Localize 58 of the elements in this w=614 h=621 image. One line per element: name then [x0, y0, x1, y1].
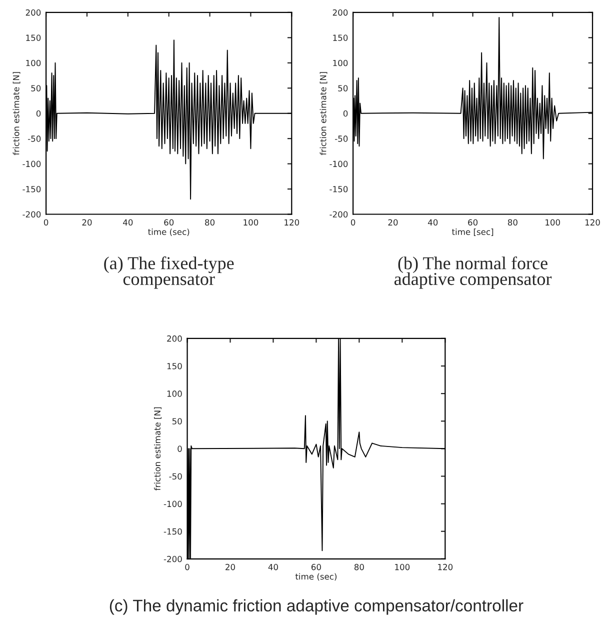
x-tick-label: 100: [395, 564, 410, 570]
x-tick-label: 60: [164, 219, 174, 226]
y-tick-label: 50: [31, 85, 41, 92]
x-tick-label: 60: [311, 564, 321, 570]
line-series: [187, 338, 446, 559]
x-tick-label: 100: [546, 219, 560, 226]
y-tick-label: 100: [26, 60, 41, 66]
x-tick-label: 0: [185, 564, 190, 570]
y-tick-label: 150: [167, 362, 182, 370]
y-tick-label: 100: [333, 60, 348, 66]
y-tick-label: -150: [164, 528, 182, 535]
text: (b) The normal force adaptive compensator: [394, 256, 552, 289]
x-tick-label: 20: [388, 219, 398, 226]
x-tick-label: 20: [226, 564, 235, 570]
x-tick-label: 0: [350, 219, 356, 226]
x-tick-label: 40: [428, 219, 438, 226]
y-tick-label: -200: [330, 211, 348, 218]
y-tick-label: 150: [26, 34, 41, 41]
y-tick-label: -100: [164, 500, 182, 508]
y-tick-label: 50: [338, 85, 348, 92]
y-tick-label: -200: [164, 556, 182, 562]
y-tick-label: 50: [172, 418, 182, 424]
x-tick-label: 120: [438, 564, 453, 570]
y-tick-label: -100: [22, 160, 41, 168]
y-tick-label: 150: [333, 34, 348, 41]
text: (c) The dynamic friction adaptive compensator/controller: [110, 599, 524, 615]
y-tick-label: 0: [343, 110, 348, 117]
y-tick-label: -50: [334, 136, 348, 142]
x-axis-title: time (sec): [148, 228, 190, 236]
y-tick-label: 200: [167, 335, 182, 342]
y-axis-title: friction estimate [N]: [320, 72, 328, 156]
y-tick-label: -150: [22, 186, 41, 192]
x-axis-title: time (sec): [295, 573, 337, 581]
y-tick-label: -200: [22, 211, 41, 218]
y-tick-label: -150: [330, 186, 348, 192]
text: (a) The fixed-type compensator: [104, 256, 234, 289]
x-tick-label: 20: [82, 219, 92, 226]
y-tick-label: 0: [178, 446, 182, 452]
x-tick-label: 80: [205, 219, 215, 226]
x-tick-label: 40: [268, 564, 278, 570]
y-tick-label: 200: [332, 9, 348, 16]
y-axis-title: friction estimate [N]: [12, 72, 20, 156]
x-tick-label: 80: [354, 564, 364, 570]
x-tick-label: 0: [44, 219, 48, 226]
x-axis-title: time [sec]: [452, 228, 494, 236]
y-tick-label: 0: [36, 110, 41, 117]
x-tick-label: 100: [244, 219, 258, 226]
y-tick-label: -100: [330, 160, 348, 168]
y-tick-label: -50: [169, 473, 182, 480]
x-tick-label: 40: [123, 219, 133, 226]
y-tick-label: 200: [26, 9, 41, 16]
y-axis-title: friction estimate [N]: [154, 407, 162, 490]
x-tick-label: 60: [468, 219, 478, 226]
y-tick-label: -50: [28, 136, 41, 142]
y-tick-label: 100: [167, 390, 182, 397]
x-tick-label: 80: [508, 219, 518, 226]
x-tick-label: 120: [284, 219, 300, 226]
x-tick-label: 120: [585, 219, 600, 226]
